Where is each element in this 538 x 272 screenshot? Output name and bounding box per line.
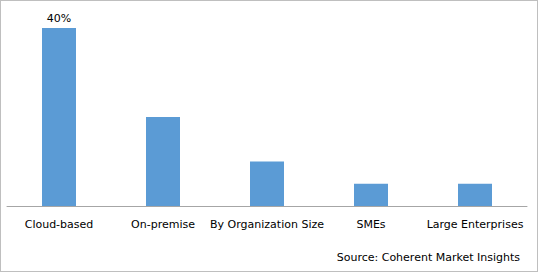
svg-text:Source: Coherent Market Insigh: Source: Coherent Market Insights <box>337 251 521 264</box>
svg-text:SMEs: SMEs <box>356 218 385 231</box>
svg-text:Large Enterprises: Large Enterprises <box>427 218 524 231</box>
svg-text:Cloud-based: Cloud-based <box>25 218 94 231</box>
svg-text:40%: 40% <box>47 12 71 25</box>
svg-text:By Organization Size: By Organization Size <box>210 218 324 231</box>
svg-text:On-premise: On-premise <box>131 218 195 231</box>
